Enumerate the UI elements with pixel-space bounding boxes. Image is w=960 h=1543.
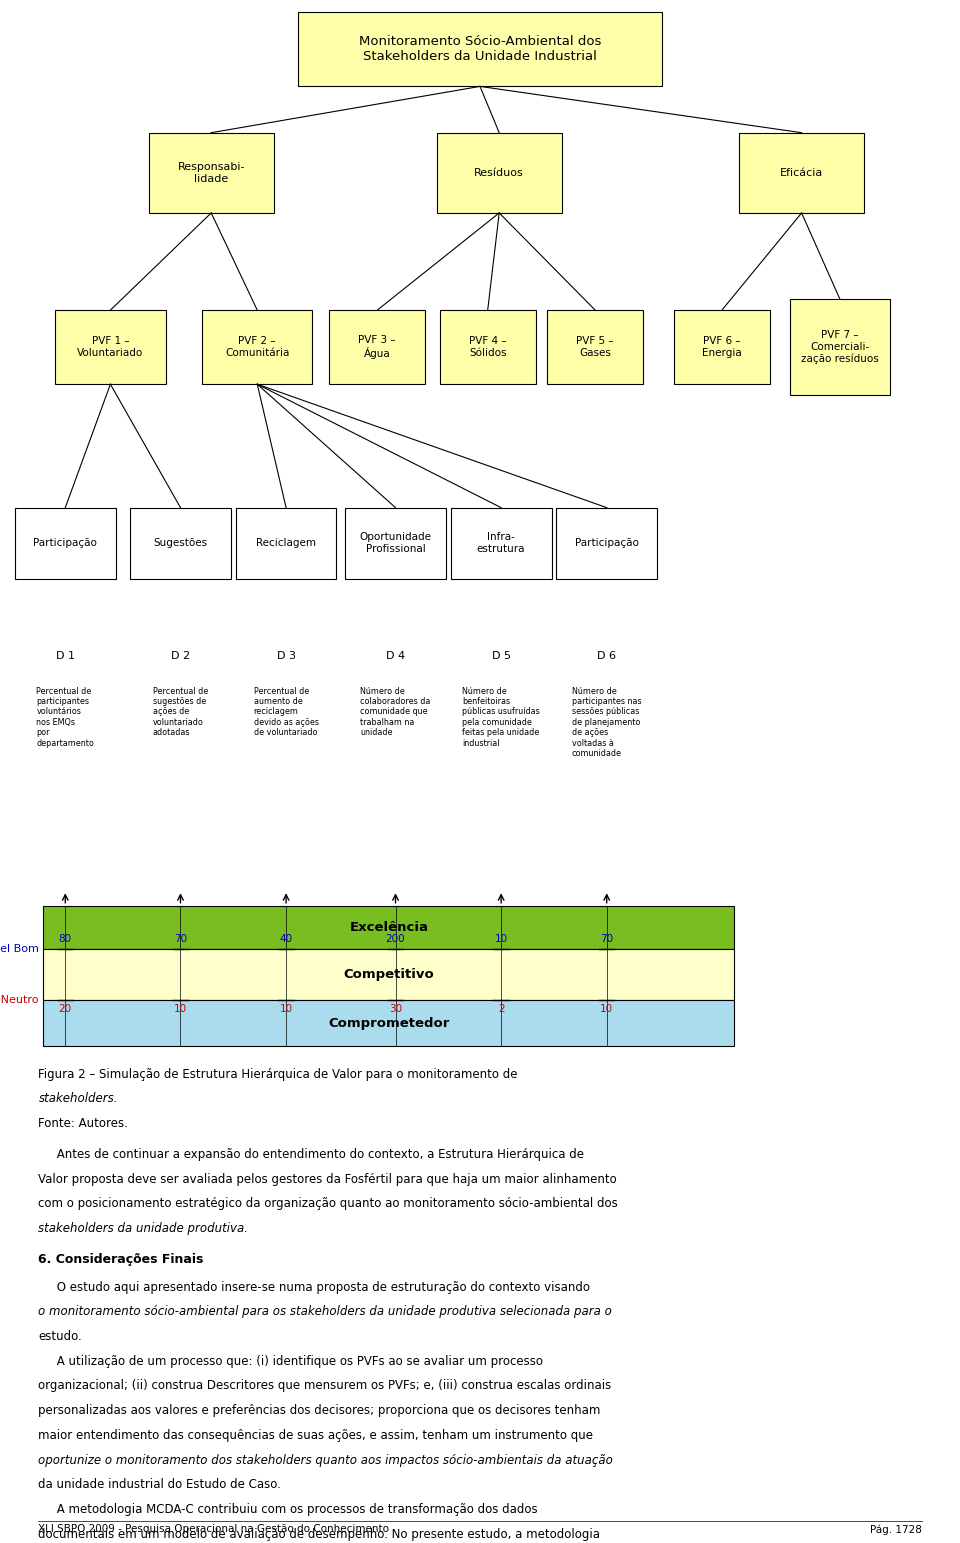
Text: 10: 10 [600, 1004, 613, 1014]
Text: Antes de continuar a expansão do entendimento do contexto, a Estrutura Hierárqui: Antes de continuar a expansão do entendi… [38, 1148, 585, 1160]
Text: maior entendimento das consequências de suas ações, e assim, tenham um instrumen: maior entendimento das consequências de … [38, 1429, 593, 1441]
Text: 6. Considerações Finais: 6. Considerações Finais [38, 1253, 204, 1265]
Text: PVF 1 –
Voluntariado: PVF 1 – Voluntariado [77, 336, 144, 358]
Text: D 1: D 1 [56, 651, 75, 660]
Text: Nível Bom: Nível Bom [0, 944, 38, 954]
Text: Reciclagem: Reciclagem [256, 539, 316, 548]
Text: 30: 30 [389, 1004, 402, 1014]
Text: 80: 80 [59, 935, 72, 944]
Text: 10: 10 [174, 1004, 187, 1014]
FancyBboxPatch shape [451, 508, 551, 579]
FancyBboxPatch shape [149, 133, 274, 213]
FancyBboxPatch shape [131, 508, 230, 579]
Text: A utilização de um processo que: (i) identifique os PVFs ao se avaliar um proces: A utilização de um processo que: (i) ide… [38, 1355, 543, 1367]
Text: Nível Neutro: Nível Neutro [0, 995, 38, 1004]
FancyBboxPatch shape [329, 310, 425, 384]
FancyBboxPatch shape [203, 310, 313, 384]
Bar [43, 1000, 734, 1046]
Text: o monitoramento sócio-ambiental para os stakeholders da unidade produtiva seleci: o monitoramento sócio-ambiental para os … [38, 1305, 612, 1318]
Text: O estudo aqui apresentado insere-se numa proposta de estruturação do contexto vi: O estudo aqui apresentado insere-se numa… [38, 1281, 590, 1293]
Text: Excelência: Excelência [349, 921, 428, 934]
Text: Monitoramento Sócio-Ambiental dos
Stakeholders da Unidade Industrial: Monitoramento Sócio-Ambiental dos Stakeh… [359, 35, 601, 63]
Text: 10: 10 [494, 935, 508, 944]
Text: Pág. 1728: Pág. 1728 [870, 1524, 922, 1535]
Text: 70: 70 [174, 935, 187, 944]
Text: personalizadas aos valores e preferências dos decisores; proporciona que os deci: personalizadas aos valores e preferência… [38, 1404, 601, 1416]
Text: Oportunidade
Profissional: Oportunidade Profissional [359, 532, 431, 554]
Text: Infra-
estrutura: Infra- estrutura [477, 532, 525, 554]
Text: PVF 4 –
Sólidos: PVF 4 – Sólidos [468, 336, 507, 358]
Text: PVF 5 –
Gases: PVF 5 – Gases [576, 336, 614, 358]
FancyBboxPatch shape [346, 508, 445, 579]
Text: Competitivo: Competitivo [344, 967, 434, 981]
Text: Comprometedor: Comprometedor [328, 1017, 449, 1029]
Text: 20: 20 [59, 1004, 72, 1014]
Text: Fonte: Autores.: Fonte: Autores. [38, 1117, 129, 1129]
Text: 10: 10 [279, 1004, 293, 1014]
Text: PVF 2 –
Comunitária: PVF 2 – Comunitária [225, 336, 290, 358]
Text: A metodologia MCDA-C contribuiu com os processos de transformação dos dados: A metodologia MCDA-C contribuiu com os p… [38, 1503, 538, 1515]
Text: Resíduos: Resíduos [474, 168, 524, 177]
Text: Percentual de
sugestões de
ações de
voluntariado
adotadas: Percentual de sugestões de ações de volu… [153, 687, 208, 738]
Text: Número de
participantes nas
sessões públicas
de planejamento
de ações
voltadas à: Número de participantes nas sessões públ… [572, 687, 641, 758]
Text: PVF 3 –
Água: PVF 3 – Água [358, 335, 396, 360]
Text: Percentual de
participantes
voluntários
nos EMQs
por
departamento: Percentual de participantes voluntários … [36, 687, 94, 748]
Text: Sugestões: Sugestões [154, 539, 207, 548]
Text: PVF 6 –
Energia: PVF 6 – Energia [702, 336, 742, 358]
Text: Número de
colaboradores da
comunidade que
trabalham na
unidade: Número de colaboradores da comunidade qu… [360, 687, 431, 738]
Text: Percentual de
aumento de
reciclagem
devido as ações
de voluntariado: Percentual de aumento de reciclagem devi… [253, 687, 319, 738]
FancyBboxPatch shape [547, 310, 643, 384]
FancyBboxPatch shape [789, 299, 891, 395]
Text: organizacional; (ii) construa Descritores que mensurem os PVFs; e, (iii) constru: organizacional; (ii) construa Descritore… [38, 1379, 612, 1392]
Text: PVF 7 –
Comerciali-
zação resíduos: PVF 7 – Comerciali- zação resíduos [802, 330, 878, 364]
Text: D 4: D 4 [386, 651, 405, 660]
FancyBboxPatch shape [440, 310, 536, 384]
Text: Participação: Participação [575, 539, 638, 548]
FancyBboxPatch shape [236, 508, 336, 579]
FancyBboxPatch shape [739, 133, 864, 213]
FancyBboxPatch shape [437, 133, 562, 213]
FancyBboxPatch shape [557, 508, 657, 579]
Text: D 2: D 2 [171, 651, 190, 660]
Bar [43, 949, 734, 1000]
Text: Participação: Participação [34, 539, 97, 548]
Text: da unidade industrial do Estudo de Caso.: da unidade industrial do Estudo de Caso. [38, 1478, 281, 1491]
Text: D 3: D 3 [276, 651, 296, 660]
Text: Valor proposta deve ser avaliada pelos gestores da Fosfértil para que haja um ma: Valor proposta deve ser avaliada pelos g… [38, 1173, 617, 1185]
FancyBboxPatch shape [298, 12, 662, 86]
Text: com o posicionamento estratégico da organização quanto ao monitoramento sócio-am: com o posicionamento estratégico da orga… [38, 1197, 618, 1210]
Text: D 6: D 6 [597, 651, 616, 660]
FancyBboxPatch shape [674, 310, 770, 384]
Text: 70: 70 [600, 935, 613, 944]
Text: D 5: D 5 [492, 651, 511, 660]
Text: 40: 40 [279, 935, 293, 944]
Text: documentais em um modelo de avaliação de desempenho. No presente estudo, a metod: documentais em um modelo de avaliação de… [38, 1528, 600, 1540]
Text: Eficácia: Eficácia [780, 168, 824, 177]
FancyBboxPatch shape [56, 310, 166, 384]
Text: stakeholders.: stakeholders. [38, 1092, 118, 1105]
Text: Responsabi-
lidade: Responsabi- lidade [178, 162, 245, 184]
Text: oportunize o monitoramento dos stakeholders quanto aos impactos sócio-ambientais: oportunize o monitoramento dos stakehold… [38, 1454, 613, 1466]
Text: estudo.: estudo. [38, 1330, 83, 1342]
Text: Figura 2 – Simulação de Estrutura Hierárquica de Valor para o monitoramento de: Figura 2 – Simulação de Estrutura Hierár… [38, 1068, 517, 1080]
Text: stakeholders da unidade produtiva.: stakeholders da unidade produtiva. [38, 1222, 249, 1234]
Bar [43, 906, 734, 949]
Text: 200: 200 [386, 935, 405, 944]
FancyBboxPatch shape [15, 508, 115, 579]
Text: 2: 2 [498, 1004, 504, 1014]
Text: Número de
benfeitoiras
públicas usufruídas
pela comunidade
feitas pela unidade
i: Número de benfeitoiras públicas usufruíd… [463, 687, 540, 748]
Text: XLI SBPO 2009 - Pesquisa Operacional na Gestão do Conhecimento: XLI SBPO 2009 - Pesquisa Operacional na … [38, 1524, 390, 1534]
